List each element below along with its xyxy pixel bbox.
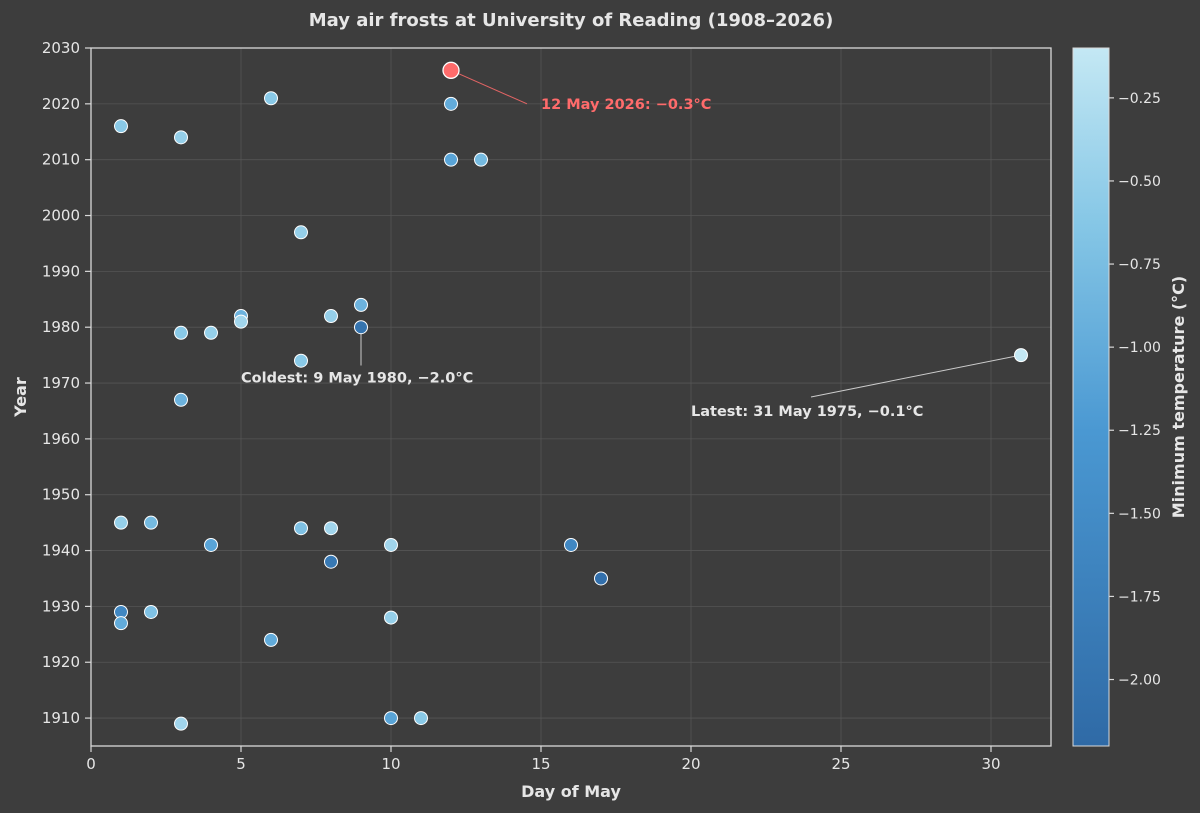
scatter-point [174,716,188,731]
colorbar-tick-label: −2.00 [1118,673,1161,689]
colorbar-tick-label: −1.75 [1118,589,1161,605]
scatter-point [144,604,158,619]
plot-frame [90,47,1052,747]
scatter-point [264,632,278,647]
scatter-point [294,353,308,368]
y-tick-label: 1930 [42,597,80,615]
scatter-point [114,515,128,530]
y-tick-label: 2020 [42,95,80,113]
scatter-point [174,130,188,145]
chart-title: May air frosts at University of Reading … [309,10,834,31]
scatter-point [264,91,278,106]
annotation-text: Coldest: 9 May 1980, −2.0°C [241,370,473,386]
y-tick-label: 1990 [42,262,80,280]
scatter-point [1014,348,1028,363]
colorbar-tick-label: −0.50 [1118,174,1161,190]
y-axis-label: Year [11,377,30,418]
colorbar-tick-label: −1.00 [1118,340,1161,356]
y-tick-label: 1940 [42,542,80,560]
annotation-text: 12 May 2026: −0.3°C [541,97,711,113]
scatter-point [294,521,308,536]
scatter-point [174,392,188,407]
y-tick-label: 1950 [42,486,80,504]
scatter-point [384,537,398,552]
colorbar-tick-label: −0.25 [1118,91,1161,107]
colorbar: −2.00 −1.75 −1.50 −1.25 −1.00 −0.75 −0.50 −0.25 [1072,47,1161,747]
axes: 0 5 10 15 20 25 30 1910 1920 1930 1940 1950 1960 1970… [42,39,1052,773]
y-tick-label: 2010 [42,151,80,169]
scatter-point [144,515,158,530]
colorbar-label: Minimum temperature (°C) [1169,276,1188,518]
plot-area [91,48,1051,746]
scatter-point [114,119,128,134]
scatter-point [384,610,398,625]
scatter-point [324,554,338,569]
x-tick-label: 25 [831,755,850,773]
x-tick-label: 30 [981,755,1000,773]
colorbar-tick-label: −1.50 [1118,506,1161,522]
x-tick-label: 0 [86,755,96,773]
y-tick-label: 1980 [42,318,80,336]
annotation-text: Latest: 31 May 1975, −0.1°C [691,404,923,420]
scatter-point [114,616,128,631]
scatter-point [324,309,338,324]
y-tick-label: 1910 [42,709,80,727]
annotation-line [810,354,1022,398]
scatter-point [354,297,368,312]
annotation-line [450,69,528,105]
scatter-point [444,96,458,111]
scatter-point [174,325,188,340]
scatter-point [234,314,248,329]
grid-lines [90,47,1051,746]
x-tick-label: 15 [531,755,550,773]
y-tick-label: 1970 [42,374,80,392]
y-tick-label: 2030 [42,39,80,57]
annotation-texts: 12 May 2026: −0.3°C Coldest: 9 May 1980, … [241,97,923,420]
x-tick-label: 10 [381,755,400,773]
y-tick-label: 1960 [42,430,80,448]
scatter-point [324,521,338,536]
scatter-point [354,320,368,335]
scatter-point [414,711,428,726]
scatter-point [444,152,458,167]
colorbar-tick-label: −0.75 [1118,257,1161,273]
scatter-point [474,152,488,167]
scatter-point [204,325,218,340]
x-tick-label: 20 [681,755,700,773]
highlight-point [442,61,460,79]
colorbar-gradient [1072,47,1110,747]
scatter-points [114,61,1028,731]
x-tick-label: 5 [236,755,246,773]
scatter-point [384,711,398,726]
scatter-point [594,571,608,586]
x-axis-label: Day of May [521,782,621,801]
y-tick-label: 2000 [42,207,80,225]
scatter-point [294,225,308,240]
scatter-point [564,537,578,552]
y-tick-label: 1920 [42,653,80,671]
scatter-point [204,537,218,552]
colorbar-tick-label: −1.25 [1118,423,1161,439]
